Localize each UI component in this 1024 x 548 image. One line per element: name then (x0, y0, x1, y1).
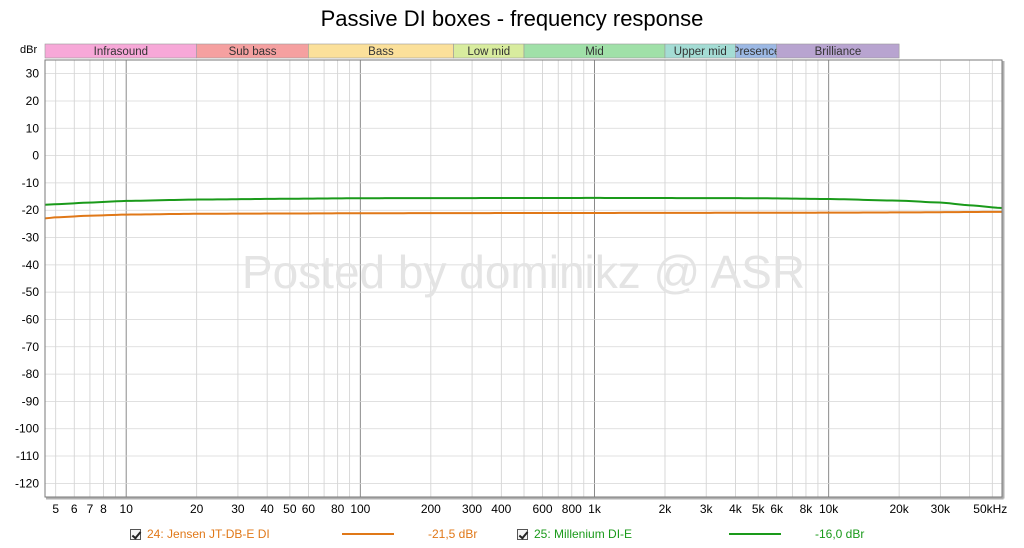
x-tick-label-27: 50kHz (973, 502, 1007, 516)
band-7 (776, 43, 900, 59)
legend-item-jensen[interactable]: 24: Jensen JT-DB-E DI (130, 525, 270, 543)
x-tick-label-0: 5 (52, 502, 59, 516)
x-tick-label-4: 10 (120, 502, 134, 516)
x-tick-label-7: 40 (260, 502, 274, 516)
x-tick-label-24: 10k (819, 502, 839, 516)
legend-value-millenium-wrap: -16,0 dBr (815, 525, 864, 543)
y-tick-label-1: 20 (26, 94, 40, 108)
legend-swatch-jensen (342, 533, 394, 535)
watermark-text: Posted by dominikz @ ASR (242, 246, 805, 298)
legend-checkbox-millenium[interactable] (517, 528, 528, 540)
y-tick-label-8: -50 (22, 285, 40, 299)
x-tick-label-22: 6k (770, 502, 784, 516)
band-label-1: Sub bass (229, 46, 277, 58)
band-label-4: Mid (585, 46, 604, 58)
series-line-0 (44, 210, 1003, 220)
legend-item-millenium[interactable]: 25: Millenium DI-E (517, 525, 632, 543)
y-tick-labels: 30 20 10 0 -10 -20 -30 -40 -50 -60 -70 -80 -90 -100 -1… (15, 67, 39, 491)
y-tick-label-15: -120 (15, 476, 39, 490)
legend-value-jensen-wrap: -21,5 dBr (428, 525, 477, 543)
band-label-7: Brilliance (815, 46, 862, 58)
band-label-0: Infrasound (94, 46, 148, 58)
y-axis-label: dBr (20, 44, 37, 56)
y-tick-label-0: 30 (26, 67, 40, 81)
y-tick-label-7: -40 (22, 258, 40, 272)
x-tick-labels: 5 6 7 8 10 20 30 40 50 60 80 100 200 300 400 600 800 1k 2k… (52, 502, 1007, 516)
series-line-1 (44, 196, 1003, 210)
y-tick-label-3: 0 (32, 149, 39, 163)
x-tick-label-2: 7 (87, 502, 94, 516)
y-tick-label-10: -70 (22, 340, 40, 354)
x-tick-label-1: 6 (71, 502, 78, 516)
x-tick-label-15: 600 (533, 502, 553, 516)
x-tick-label-13: 300 (462, 502, 482, 516)
y-tick-label-9: -60 (22, 312, 40, 326)
chart-title: Passive DI boxes - frequency response (320, 6, 704, 31)
plot-background (45, 60, 1002, 497)
x-tick-label-3: 8 (100, 502, 107, 516)
band-label-5: Upper mid (674, 46, 727, 58)
series-lines (44, 196, 1003, 220)
y-tick-label-5: -20 (22, 203, 40, 217)
x-tick-label-26: 30k (931, 502, 951, 516)
x-tick-label-20: 4k (729, 502, 743, 516)
band-label-6: Presence (732, 46, 781, 58)
x-tick-label-21: 5k (752, 502, 766, 516)
y-tick-label-14: -110 (16, 449, 39, 463)
y-tick-label-6: -30 (22, 231, 40, 245)
x-tick-label-12: 200 (421, 502, 441, 516)
watermark: Posted by dominikz @ ASR (242, 246, 805, 298)
x-tick-label-9: 60 (302, 502, 316, 516)
frame-rect (44, 59, 1003, 498)
x-tick-label-6: 30 (231, 502, 245, 516)
y-tick-label-13: -100 (15, 422, 39, 436)
legend-value-jensen: -21,5 dBr (428, 527, 478, 541)
x-tick-label-11: 100 (350, 502, 370, 516)
x-tick-label-14: 400 (491, 502, 511, 516)
x-tick-label-18: 2k (659, 502, 673, 516)
x-tick-label-8: 50 (283, 502, 297, 516)
legend-swatch-millenium (729, 533, 781, 535)
x-tick-label-17: 1k (588, 502, 602, 516)
grid (45, 60, 1002, 497)
x-tick-label-16: 800 (562, 502, 582, 516)
frequency-bands: Infrasound Sub bass Bass Low mid Mid Upper mi… (44, 43, 900, 59)
legend-label-millenium: 25: Millenium DI-E (534, 527, 633, 541)
plot-frame (44, 59, 1005, 500)
band-label-3: Low mid (467, 46, 510, 58)
legend-label-jensen: 24: Jensen JT-DB-E DI (147, 527, 270, 541)
x-tick-label-5: 20 (190, 502, 204, 516)
legend-value-millenium: -16,0 dBr (815, 527, 865, 541)
legend-checkbox-jensen[interactable] (130, 528, 141, 540)
x-tick-label-10: 80 (331, 502, 345, 516)
y-tick-label-12: -90 (22, 394, 40, 408)
y-tick-label-4: -10 (22, 176, 40, 190)
band-label-2: Bass (368, 46, 394, 58)
y-tick-label-2: 10 (26, 121, 40, 135)
plot-area (45, 60, 1002, 497)
x-tick-label-23: 8k (800, 502, 814, 516)
y-tick-label-11: -80 (22, 367, 40, 381)
x-tick-label-19: 3k (700, 502, 714, 516)
x-tick-label-25: 20k (889, 502, 909, 516)
